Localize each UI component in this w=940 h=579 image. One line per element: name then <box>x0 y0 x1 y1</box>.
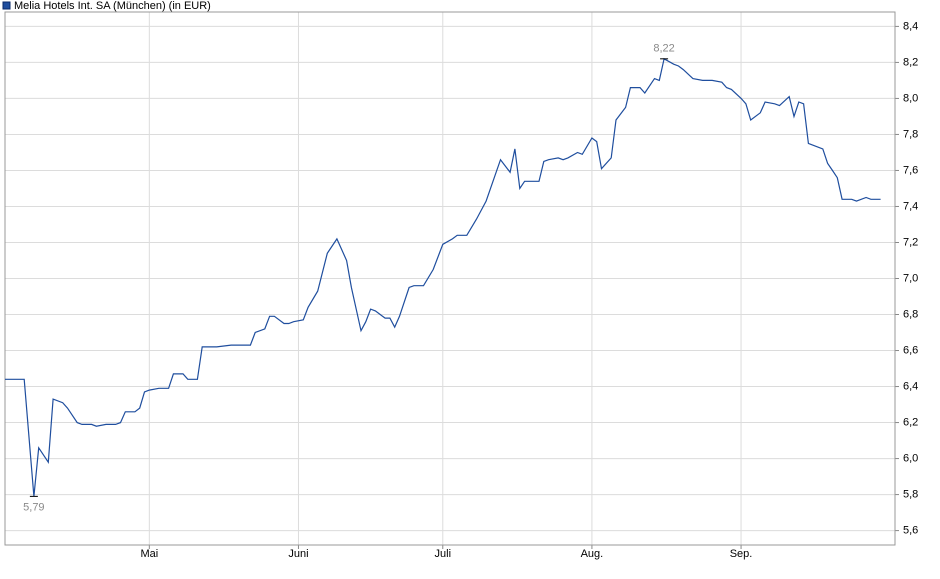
y-tick-label: 8,4 <box>903 20 918 32</box>
y-tick-label: 6,4 <box>903 380 918 392</box>
annotation-label: 8,22 <box>653 43 674 55</box>
y-tick-label: 6,0 <box>903 452 918 464</box>
price-line <box>5 57 881 497</box>
y-tick-label: 6,6 <box>903 344 918 356</box>
legend-swatch <box>2 1 11 10</box>
y-tick-label: 7,4 <box>903 200 918 212</box>
y-tick-label: 6,8 <box>903 308 918 320</box>
y-tick-label: 5,8 <box>903 488 918 500</box>
x-tick-label: Juli <box>435 548 452 560</box>
y-tick-label: 8,2 <box>903 56 918 68</box>
x-tick-label: Aug. <box>581 548 604 560</box>
x-tick-label: Sep. <box>730 548 753 560</box>
y-tick-label: 7,6 <box>903 164 918 176</box>
y-tick-label: 7,2 <box>903 236 918 248</box>
annotation-label: 5,79 <box>23 501 44 513</box>
y-tick-label: 6,2 <box>903 416 918 428</box>
x-tick-label: Mai <box>140 548 158 560</box>
y-tick-label: 7,8 <box>903 128 918 140</box>
y-tick-label: 5,6 <box>903 525 918 537</box>
plot-frame <box>4 11 896 546</box>
y-tick-label: 8,0 <box>903 92 918 104</box>
x-tick-label: Juni <box>288 548 308 560</box>
y-tick-label: 7,0 <box>903 272 918 284</box>
chart-title: Melia Hotels Int. SA (München) (in EUR) <box>14 0 211 12</box>
